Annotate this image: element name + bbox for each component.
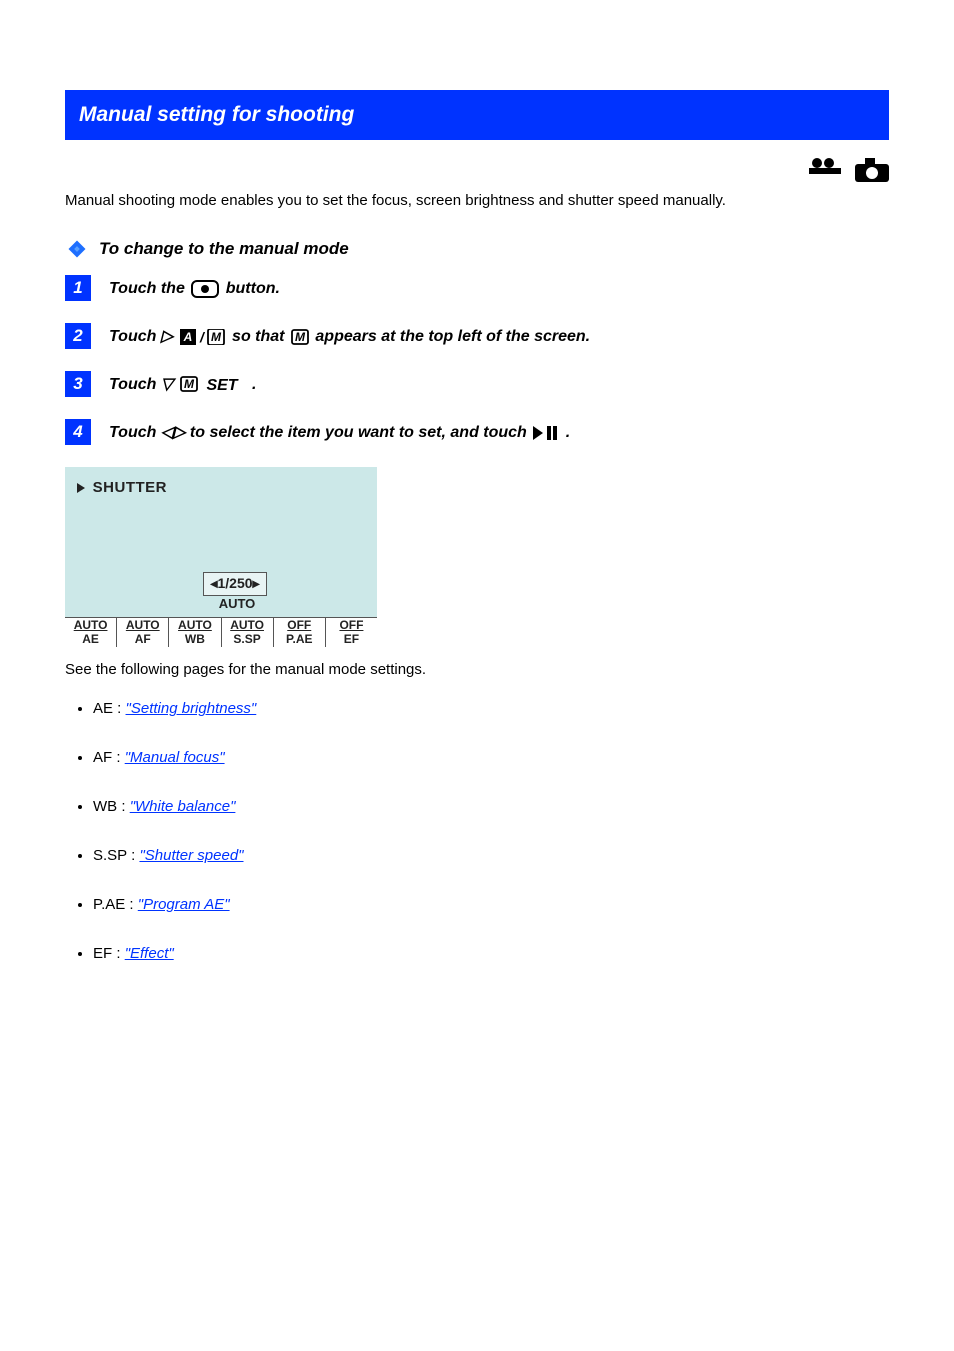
lcd-cell-ef: OFF EF xyxy=(326,618,377,648)
section-heading-text: To change to the manual mode xyxy=(99,237,349,261)
lcd-panel: SHUTTER ◂1/250▸ AUTO AUTO AE AUTO AF AUT… xyxy=(65,467,377,647)
step-3: 3 Touch ▽ M SET . xyxy=(65,371,889,397)
list-item: AE : "Setting brightness" xyxy=(93,698,889,719)
lcd-value-box: ◂1/250▸ xyxy=(203,572,266,596)
step-3-after: . xyxy=(252,376,256,393)
svg-text:M: M xyxy=(184,377,195,391)
list-item: AF : "Manual focus" xyxy=(93,747,889,768)
lcd-title-row: SHUTTER xyxy=(65,467,377,500)
step-1-text: Touch the button. xyxy=(109,278,889,300)
intro-text: Manual shooting mode enables you to set … xyxy=(65,190,889,211)
a-m-toggle-icon: A / M xyxy=(180,329,226,345)
step-1-suffix: button. xyxy=(226,280,280,297)
step-1-prefix: Touch the xyxy=(109,280,189,297)
step-number-2: 2 xyxy=(65,323,91,349)
link-af[interactable]: "Manual focus" xyxy=(125,749,225,766)
page: Manual setting for shooting Manual shoot… xyxy=(0,0,954,1032)
section-header-title: Manual setting for shooting xyxy=(79,100,354,129)
step-2-after: appears at the top left of the screen. xyxy=(315,328,590,345)
lcd-cell-ssp-top: AUTO xyxy=(222,619,273,633)
lcd-cell-pae-bot: P.AE xyxy=(274,633,325,647)
mode-icons-row xyxy=(65,158,889,184)
link-ssp[interactable]: "Shutter speed" xyxy=(139,847,243,864)
lcd-cell-wb-bot: WB xyxy=(169,633,220,647)
movie-mode-icon xyxy=(809,158,841,184)
step-4-after: . xyxy=(566,424,570,441)
section-heading: To change to the manual mode xyxy=(65,237,889,261)
step-1: 1 Touch the button. xyxy=(65,275,889,301)
link-af-label: AF xyxy=(93,749,112,766)
link-wb[interactable]: "White balance" xyxy=(130,798,236,815)
lcd-cell-ae-top: AUTO xyxy=(65,619,116,633)
step-2-before: Touch ▷ xyxy=(109,328,178,345)
step-4-before: Touch ◁▷ to select the item you want to … xyxy=(109,424,531,441)
lcd-cell-ae-bot: AE xyxy=(65,633,116,647)
lcd-value-row: ◂1/250▸ AUTO xyxy=(65,572,377,613)
step-2-mid: so that xyxy=(232,328,289,345)
link-ef[interactable]: "Effect" xyxy=(125,945,174,962)
step-3-before: Touch ▽ xyxy=(109,376,178,393)
step-4: 4 Touch ◁▷ to select the item you want t… xyxy=(65,419,889,445)
section-header-bar: Manual setting for shooting xyxy=(65,90,889,140)
link-pae-label: P.AE xyxy=(93,896,125,913)
lcd-auto-label: AUTO xyxy=(219,595,256,613)
lcd-cell-wb-top: AUTO xyxy=(169,619,220,633)
lcd-title: SHUTTER xyxy=(93,479,167,496)
list-item: WB : "White balance" xyxy=(93,796,889,817)
link-ef-label: EF xyxy=(93,945,112,962)
link-ssp-label: S.SP xyxy=(93,847,127,864)
mset-icon: M SET xyxy=(180,376,246,394)
lcd-cell-ef-top: OFF xyxy=(326,619,377,633)
diamond-icon xyxy=(65,237,89,261)
step-2: 2 Touch ▷ A / M so that M appears at the… xyxy=(65,323,889,349)
link-pae[interactable]: "Program AE" xyxy=(138,896,230,913)
svg-text:SET: SET xyxy=(206,377,238,394)
lcd-cell-af: AUTO AF xyxy=(117,618,169,648)
svg-text:M: M xyxy=(211,330,222,344)
lcd-cell-ssp-bot: S.SP xyxy=(222,633,273,647)
list-item: EF : "Effect" xyxy=(93,943,889,964)
step-number-4: 4 xyxy=(65,419,91,445)
step-number-1: 1 xyxy=(65,275,91,301)
link-ae[interactable]: "Setting brightness" xyxy=(126,700,257,717)
lcd-cell-ef-bot: EF xyxy=(326,633,377,647)
step-number-3: 3 xyxy=(65,371,91,397)
rec-button-icon xyxy=(191,280,219,298)
lcd-cell-af-top: AUTO xyxy=(117,619,168,633)
lcd-cell-pae-top: OFF xyxy=(274,619,325,633)
lcd-cell-ssp: AUTO S.SP xyxy=(222,618,274,648)
step-3-text: Touch ▽ M SET . xyxy=(109,374,889,396)
link-ae-label: AE xyxy=(93,700,113,717)
svg-text:A: A xyxy=(182,330,192,344)
still-mode-icon xyxy=(855,158,889,184)
svg-text:/: / xyxy=(199,329,206,345)
links-list: AE : "Setting brightness" AF : "Manual f… xyxy=(65,698,889,964)
lcd-cell-ae: AUTO AE xyxy=(65,618,117,648)
lcd-triangle-icon xyxy=(77,483,85,493)
list-item: S.SP : "Shutter speed" xyxy=(93,845,889,866)
link-wb-label: WB xyxy=(93,798,117,815)
lcd-cell-wb: AUTO WB xyxy=(169,618,221,648)
lcd-cell-af-bot: AF xyxy=(117,633,168,647)
step-4-text: Touch ◁▷ to select the item you want to … xyxy=(109,422,889,444)
step-2-text: Touch ▷ A / M so that M appears at the t… xyxy=(109,326,889,348)
m-indicator-icon: M xyxy=(291,329,309,345)
list-item: P.AE : "Program AE" xyxy=(93,894,889,915)
note-text: See the following pages for the manual m… xyxy=(65,659,889,680)
lcd-bottom-row: AUTO AE AUTO AF AUTO WB AUTO S.SP OFF P.… xyxy=(65,617,377,648)
play-pause-icon xyxy=(533,426,559,440)
lcd-mid-spacer xyxy=(65,500,377,572)
lcd-cell-pae: OFF P.AE xyxy=(274,618,326,648)
svg-text:M: M xyxy=(295,330,306,344)
